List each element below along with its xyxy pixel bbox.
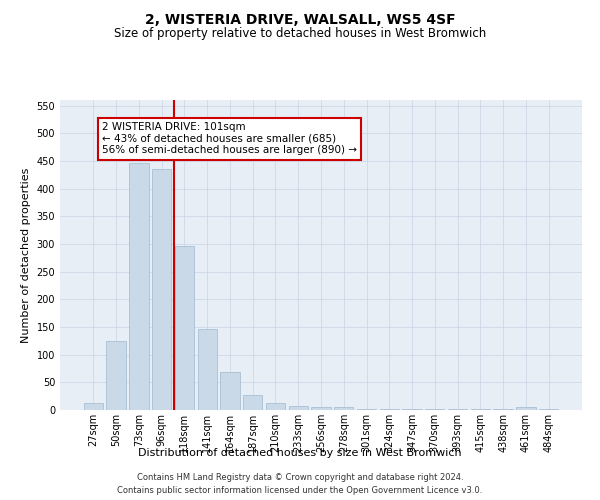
Bar [516, 407, 536, 410]
Text: 2, WISTERIA DRIVE, WALSALL, WS5 4SF: 2, WISTERIA DRIVE, WALSALL, WS5 4SF [145, 12, 455, 26]
Bar [106, 341, 126, 410]
Text: Size of property relative to detached houses in West Bromwich: Size of property relative to detached ho… [114, 28, 486, 40]
Text: Contains HM Land Registry data © Crown copyright and database right 2024.
Contai: Contains HM Land Registry data © Crown c… [118, 473, 482, 495]
Bar [289, 406, 308, 410]
Bar [334, 407, 353, 410]
Y-axis label: Number of detached properties: Number of detached properties [21, 168, 31, 342]
Bar [197, 328, 217, 410]
Text: Distribution of detached houses by size in West Bromwich: Distribution of detached houses by size … [138, 448, 462, 458]
Bar [266, 403, 285, 410]
Text: 2 WISTERIA DRIVE: 101sqm
← 43% of detached houses are smaller (685)
56% of semi-: 2 WISTERIA DRIVE: 101sqm ← 43% of detach… [102, 122, 357, 156]
Bar [129, 162, 149, 410]
Bar [243, 394, 262, 410]
Bar [357, 409, 376, 410]
Bar [152, 169, 172, 410]
Bar [220, 372, 239, 410]
Bar [175, 246, 194, 410]
Bar [311, 407, 331, 410]
Bar [84, 403, 103, 410]
